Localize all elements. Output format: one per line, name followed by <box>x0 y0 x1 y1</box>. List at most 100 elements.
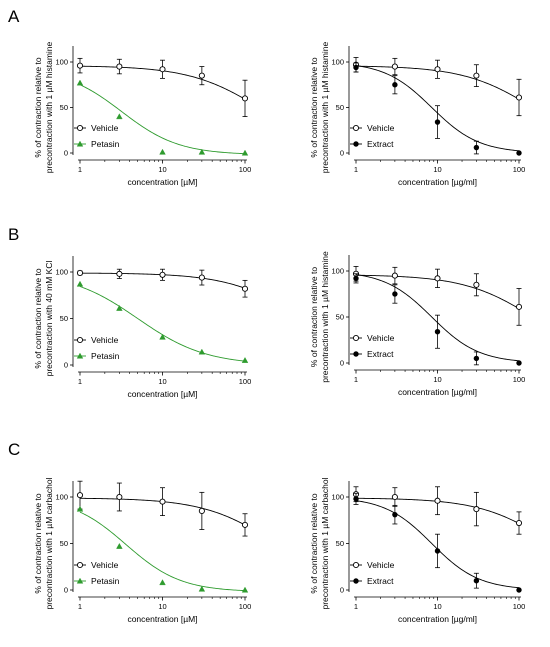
legend-marker-extract <box>353 141 359 147</box>
data-point-vehicle <box>241 285 249 292</box>
legend-marker-petasin <box>76 577 84 584</box>
legend-marker-vehicle <box>352 561 360 569</box>
data-point-extract <box>434 119 441 125</box>
panel-label-b: B <box>8 225 19 244</box>
legend-marker-vehicle <box>76 336 84 344</box>
data-point-extract <box>473 577 480 584</box>
x-tick-label: 1 <box>354 165 358 174</box>
x-tick-label: 1 <box>78 165 82 174</box>
y-axis-title-line1: % of contraction relative to <box>309 493 319 593</box>
legend-marker-extract <box>353 351 359 357</box>
legend-marker-petasin <box>76 140 84 147</box>
data-point-petasin <box>198 148 206 155</box>
data-point-extract <box>392 82 398 88</box>
legend-label-petasin: Petasin <box>91 576 120 586</box>
x-tick-label: 10 <box>433 375 441 384</box>
data-point-petasin <box>198 585 206 592</box>
data-point-vehicle <box>473 72 480 79</box>
chart-c-left: 0 50 100 1 10 100 concentration [µM] % of contr… <box>33 477 251 624</box>
data-point-vehicle <box>198 507 205 515</box>
data-point-extract <box>516 360 522 366</box>
data-point-petasin <box>116 542 123 549</box>
legend-label-vehicle: Vehicle <box>91 335 119 345</box>
y-tick-label: 0 <box>340 149 344 158</box>
x-tick-label: 1 <box>78 377 82 386</box>
data-point-petasin <box>159 579 166 586</box>
y-axis-title-line1: % of contraction relative to <box>33 57 43 157</box>
data-point-extract <box>516 150 522 156</box>
data-point-petasin <box>159 333 166 340</box>
legend-label-vehicle: Vehicle <box>367 333 395 343</box>
y-tick-label: 50 <box>336 313 344 322</box>
x-tick-label: 10 <box>158 165 166 174</box>
data-point-extract <box>516 587 522 593</box>
y-axis-title-line1: % of contraction relative to <box>309 267 319 367</box>
data-point-petasin <box>76 79 84 86</box>
data-point-vehicle <box>391 493 398 501</box>
data-point-extract <box>353 496 359 502</box>
legend-label-vehicle: Vehicle <box>91 560 119 570</box>
data-point-vehicle <box>473 281 480 288</box>
data-point-extract <box>353 64 359 71</box>
y-tick-label: 50 <box>60 539 68 548</box>
data-point-extract <box>392 511 398 518</box>
legend-marker-vehicle <box>352 334 360 342</box>
y-tick-label: 50 <box>336 103 344 112</box>
data-point-vehicle <box>198 274 205 281</box>
y-tick-label: 100 <box>331 493 344 502</box>
data-point-extract <box>392 291 398 297</box>
data-point-extract <box>434 329 441 335</box>
legend-marker-vehicle <box>352 124 360 132</box>
y-tick-label: 0 <box>64 149 68 158</box>
data-point-vehicle <box>159 66 166 73</box>
x-axis-title: concentration [µg/ml] <box>398 387 477 397</box>
y-axis-title-line2: precontraction with 40 mM KCl <box>44 261 54 377</box>
data-point-vehicle <box>434 275 441 282</box>
chart-c-right: 0 50 100 1 10 100 concentration [µg/ml] % of co… <box>309 477 525 624</box>
data-point-petasin <box>241 586 249 593</box>
y-tick-label: 100 <box>55 493 68 502</box>
y-axis-title-line2: precontraction with 1 µM carbachol <box>44 477 54 609</box>
x-tick-label: 100 <box>239 602 252 611</box>
data-point-petasin <box>159 148 166 155</box>
y-axis-title-line1: % of contraction relative to <box>33 268 43 368</box>
legend-label-extract: Extract <box>367 576 394 586</box>
x-tick-label: 1 <box>354 602 358 611</box>
chart-b-left: 0 50 100 1 10 100 concentration [µM] % of contr… <box>33 256 251 399</box>
data-point-vehicle <box>473 506 480 513</box>
y-axis-title-line2: precontraction with 1 µM histamine <box>320 41 330 173</box>
data-point-petasin <box>76 280 84 287</box>
y-tick-label: 50 <box>336 539 344 548</box>
y-tick-label: 0 <box>340 359 344 368</box>
y-axis-title-line1: % of contraction relative to <box>33 493 43 593</box>
legend-label-petasin: Petasin <box>91 139 120 149</box>
legend-marker-extract <box>353 578 359 584</box>
data-point-vehicle <box>515 94 523 101</box>
y-tick-label: 0 <box>64 361 68 370</box>
x-tick-label: 100 <box>513 375 526 384</box>
data-point-petasin <box>198 348 206 355</box>
data-point-vehicle <box>391 63 398 70</box>
fit-curve-petasin <box>79 84 246 155</box>
legend-label-extract: Extract <box>367 139 394 149</box>
panel-label-a: A <box>8 7 20 26</box>
x-axis-title: concentration [µM] <box>127 177 197 187</box>
y-tick-label: 0 <box>64 586 68 595</box>
panel-label-c: C <box>8 440 20 459</box>
x-tick-label: 100 <box>239 377 252 386</box>
data-point-petasin <box>241 149 249 156</box>
y-axis-title-line2: precontraction with 1 µM histamine <box>44 41 54 173</box>
data-point-vehicle <box>159 498 166 505</box>
x-tick-label: 100 <box>513 165 526 174</box>
y-tick-label: 100 <box>331 58 344 67</box>
x-tick-label: 1 <box>354 375 358 384</box>
chart-b-right: 0 50 100 1 10 100 concentration [µg/ml] % of co… <box>309 251 525 397</box>
data-point-vehicle <box>241 521 249 528</box>
data-point-petasin <box>241 357 249 363</box>
data-point-extract <box>473 144 480 151</box>
data-point-vehicle <box>116 270 123 277</box>
legend-label-extract: Extract <box>367 349 394 359</box>
data-point-vehicle <box>515 519 523 527</box>
legend-label-vehicle: Vehicle <box>91 123 119 133</box>
data-point-vehicle <box>76 62 84 69</box>
